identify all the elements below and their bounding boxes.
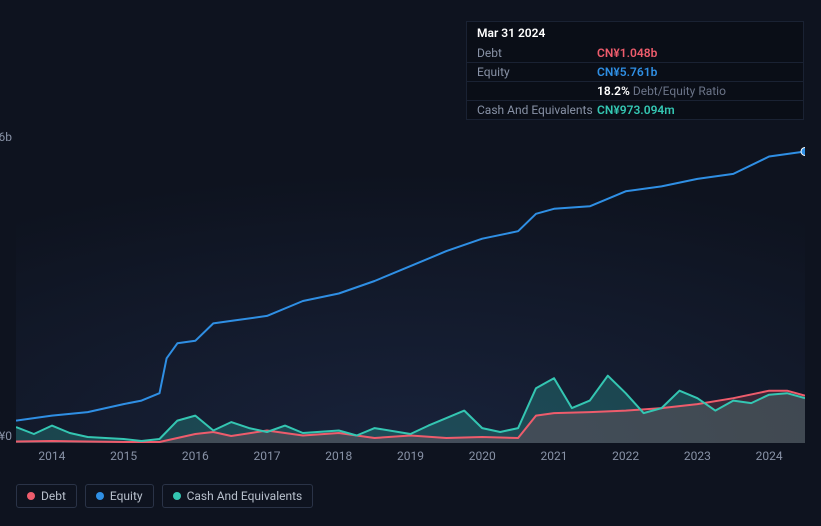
tooltip-label: Cash And Equivalents — [477, 103, 597, 117]
legend-label: Equity — [110, 489, 143, 503]
legend-label: Debt — [41, 489, 66, 503]
x-axis-tick: 2015 — [110, 449, 137, 463]
chart-container: Mar 31 2024 Debt CN¥1.048b Equity CN¥5.7… — [0, 0, 821, 526]
tooltip-label — [477, 84, 597, 98]
tooltip-row-equity: Equity CN¥5.761b — [467, 63, 803, 82]
x-axis-tick: 2023 — [684, 449, 711, 463]
tooltip-value-pct: 18.2% — [597, 84, 630, 98]
legend-label: Cash And Equivalents — [187, 489, 303, 503]
tooltip-value: CN¥973.094m — [597, 103, 675, 117]
chart-legend: Debt Equity Cash And Equivalents — [16, 484, 313, 508]
tooltip-value: CN¥1.048b — [597, 46, 657, 60]
tooltip-value-txt: Debt/Equity Ratio — [633, 84, 726, 98]
legend-item-equity[interactable]: Equity — [85, 484, 154, 508]
legend-item-debt[interactable]: Debt — [16, 484, 77, 508]
tooltip-label: Debt — [477, 46, 597, 60]
x-axis-tick: 2019 — [397, 449, 424, 463]
legend-dot-icon — [173, 492, 181, 500]
x-axis-tick: 2017 — [254, 449, 281, 463]
legend-dot-icon — [27, 492, 35, 500]
chart-plot[interactable] — [16, 144, 805, 443]
tooltip-date: Mar 31 2024 — [467, 22, 803, 44]
x-axis-tick: 2021 — [540, 449, 567, 463]
tooltip-row-cash: Cash And Equivalents CN¥973.094m — [467, 101, 803, 119]
x-axis-tick: 2020 — [469, 449, 496, 463]
tooltip-row-ratio: 18.2% Debt/Equity Ratio — [467, 82, 803, 101]
y-axis-tick: CN¥0 — [0, 429, 12, 443]
x-axis-tick: 2014 — [38, 449, 65, 463]
tooltip-label: Equity — [477, 65, 597, 79]
legend-item-cash-and-equivalents[interactable]: Cash And Equivalents — [162, 484, 314, 508]
x-axis-tick: 2018 — [325, 449, 352, 463]
x-axis-tick: 2024 — [756, 449, 783, 463]
x-axis-tick: 2022 — [612, 449, 639, 463]
legend-dot-icon — [96, 492, 104, 500]
x-axis-tick: 2016 — [182, 449, 209, 463]
y-axis-tick: CN¥6b — [0, 130, 12, 144]
tooltip-row-debt: Debt CN¥1.048b — [467, 44, 803, 63]
chart-tooltip: Mar 31 2024 Debt CN¥1.048b Equity CN¥5.7… — [466, 21, 804, 120]
tooltip-value: CN¥5.761b — [597, 65, 657, 79]
